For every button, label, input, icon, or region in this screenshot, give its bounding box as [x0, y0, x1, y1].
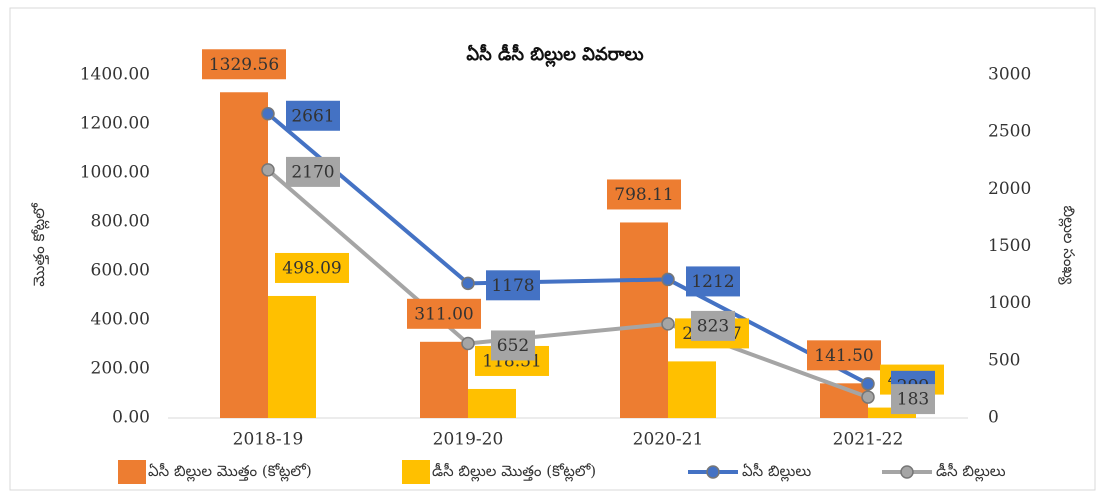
- y-tick-label: 800.00: [91, 212, 150, 232]
- data-label-box: [275, 252, 349, 283]
- legend-label: డీసీ బిల్లులు: [936, 462, 1006, 482]
- line: [266, 168, 869, 399]
- y-tick-label: 600.00: [91, 261, 150, 281]
- data-label: 823: [697, 316, 729, 336]
- data-label-box: [486, 270, 540, 301]
- data-label-box: [607, 179, 681, 210]
- x-tick-label: 2021-22: [833, 430, 904, 450]
- y2-tick-label: 0: [988, 408, 999, 428]
- y-tick-label: 200.00: [91, 359, 150, 379]
- data-label-box: [807, 340, 881, 371]
- y-tick-label: 400.00: [91, 310, 150, 330]
- data-label-box: [407, 298, 481, 329]
- data-label: 183: [897, 390, 929, 410]
- data-label-box: [286, 156, 340, 187]
- data-label: 498.09: [282, 258, 341, 278]
- y-tick-label: 0.00: [112, 408, 150, 428]
- legend-label: ఏసీ బిల్లుల మొత్తం (కోట్లలో): [148, 462, 312, 482]
- legend-swatch: [402, 460, 430, 484]
- data-label: 141.50: [814, 346, 873, 366]
- bar: [220, 92, 268, 418]
- y-tick-label: 1200.00: [80, 114, 150, 134]
- line-point: [261, 163, 275, 177]
- data-label: 311.00: [414, 304, 473, 324]
- line-point: [261, 107, 275, 121]
- data-label: 1212: [691, 272, 734, 292]
- data-label-box: [202, 49, 286, 80]
- data-label-box: [286, 100, 340, 131]
- y2-tick-label: 3000: [988, 65, 1031, 85]
- chart-title: ఏసీ డీసీ బిల్లుల వివరాలు: [466, 44, 643, 68]
- line-point: [861, 377, 875, 391]
- y2-tick-label: 1500: [988, 236, 1031, 256]
- data-label: 1178: [491, 276, 534, 296]
- data-label: 1329.56: [209, 55, 279, 75]
- line-point: [461, 276, 475, 291]
- y-axis-title: మొత్తం కోట్లలో: [30, 202, 50, 287]
- legend-label: డీసీ బిల్లుల మొత్తం (కోట్లలో): [432, 462, 596, 482]
- bar: [468, 388, 516, 418]
- line-point: [461, 336, 475, 351]
- y2-axis-title: బిల్లుల సంఖ్య: [1058, 206, 1078, 285]
- legend-label: ఏసీ బిల్లులు: [742, 462, 811, 482]
- data-label-box: [691, 310, 735, 341]
- data-label-box: [491, 330, 535, 361]
- data-label: 2661: [291, 106, 334, 126]
- line-point: [661, 317, 675, 331]
- bar: [620, 222, 668, 418]
- y2-tick-label: 2500: [988, 122, 1031, 142]
- y2-tick-label: 2000: [988, 179, 1031, 199]
- legend-swatch-point: [900, 465, 914, 479]
- data-label-box: [686, 266, 740, 297]
- bar: [668, 361, 716, 418]
- y-tick-label: 1000.00: [80, 163, 150, 183]
- data-label: 798.11: [614, 185, 673, 205]
- data-label: 652: [497, 336, 529, 356]
- line: [266, 112, 869, 386]
- bar: [268, 295, 316, 418]
- bar: [420, 341, 468, 418]
- x-tick-label: 2019-20: [433, 430, 504, 450]
- x-tick-label: 2018-19: [233, 430, 304, 450]
- legend-swatch: [118, 460, 146, 484]
- x-tick-label: 2020-21: [633, 430, 704, 450]
- y-tick-label: 1400.00: [80, 65, 150, 85]
- data-label: 2170: [291, 162, 334, 182]
- legend-swatch-point: [706, 465, 720, 479]
- y2-tick-label: 1000: [988, 293, 1031, 313]
- line-point: [861, 390, 875, 404]
- line-point: [661, 272, 675, 287]
- y2-tick-label: 500: [988, 350, 1020, 370]
- data-label-box: [891, 384, 935, 415]
